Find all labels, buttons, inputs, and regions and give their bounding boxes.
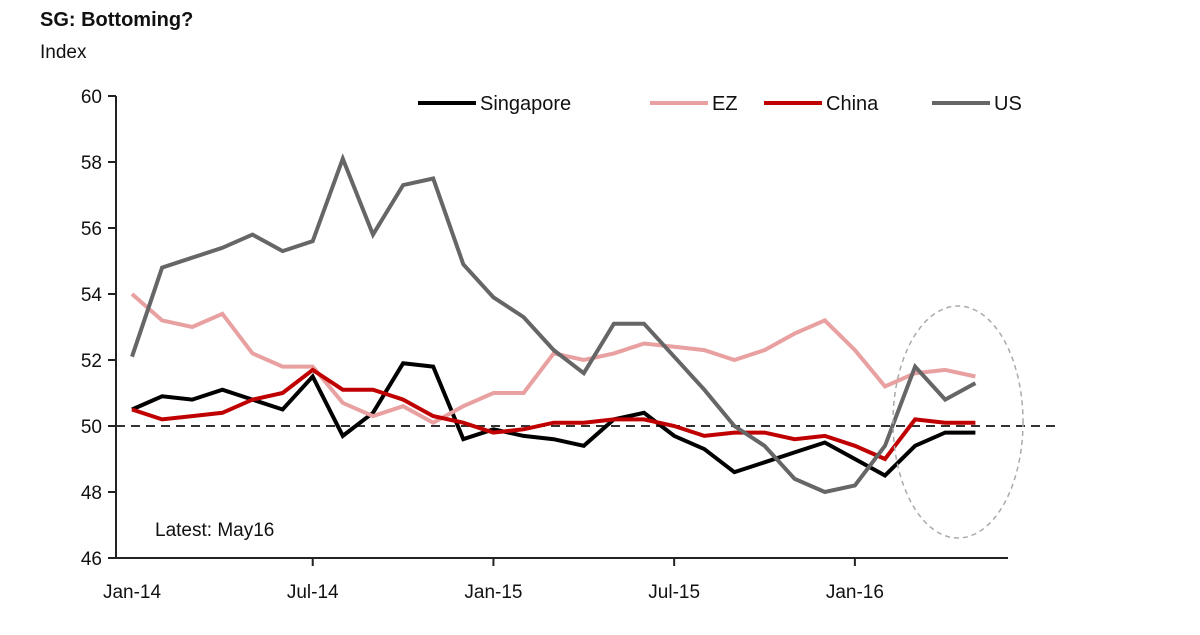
legend-label-china: China (826, 93, 879, 115)
y-tick-label: 58 (81, 153, 102, 174)
legend-label-us: US (994, 93, 1022, 115)
y-tick-label: 50 (81, 417, 102, 438)
series-line-singapore (131, 361, 976, 478)
x-tick-label: Jan-16 (826, 582, 884, 603)
legend-label-ez: EZ (712, 93, 738, 115)
series-line-ez (130, 292, 976, 425)
x-tick-label: Jul-14 (287, 582, 339, 603)
x-tick-label: Jul-15 (648, 582, 700, 603)
x-tick-label: Jan-14 (103, 582, 162, 603)
y-tick-label: 54 (81, 285, 103, 306)
y-tick-label: 56 (81, 219, 102, 240)
y-axis-label: Index (40, 42, 87, 63)
legend-label-singapore: Singapore (480, 93, 571, 115)
series-line-china (131, 367, 976, 462)
chart-title: SG: Bottoming? (40, 9, 193, 31)
highlight-ellipse (892, 305, 1024, 539)
series-line-us (130, 153, 977, 495)
annotation-latest: Latest: May16 (155, 520, 274, 541)
x-tick-label: Jan-15 (464, 582, 522, 603)
y-tick-label: 60 (81, 87, 102, 108)
y-tick-label: 52 (81, 351, 102, 372)
y-tick-label: 46 (81, 549, 102, 570)
y-tick-label: 48 (81, 483, 102, 504)
